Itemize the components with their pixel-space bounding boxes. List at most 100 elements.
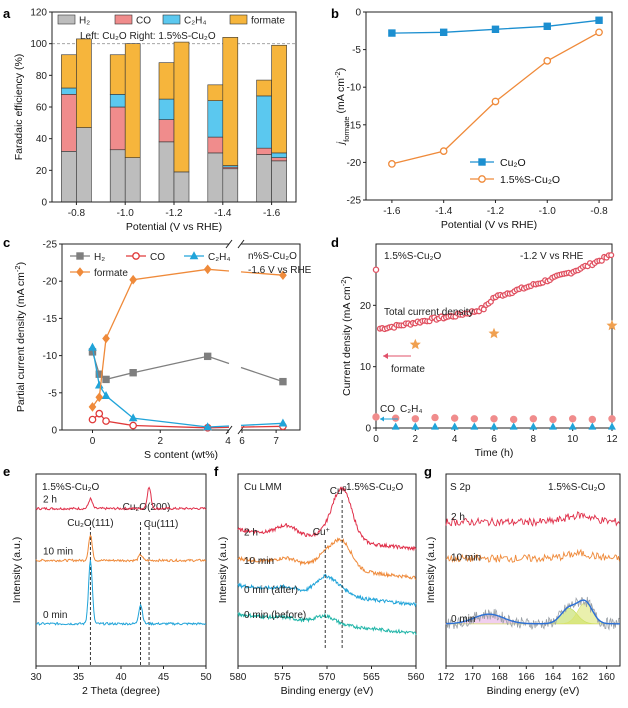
series-1-point-2 (491, 97, 500, 106)
y-tick--10: -10 (43, 351, 58, 362)
co-label: CO (380, 404, 395, 415)
x-tick-2: 2 (413, 434, 419, 445)
x-tick-166: 166 (518, 672, 535, 683)
legend-swatch-3 (229, 14, 248, 25)
bar-H2--1.6-s-cu2o (271, 160, 287, 203)
panel-c-frame (61, 243, 301, 431)
bar-formate--1.0-cu2o (109, 54, 126, 95)
c2h4-arrow-head (380, 416, 384, 422)
legend-marker-1 (478, 175, 486, 183)
peak-label-2: Cu(111) (144, 519, 179, 530)
x-tick--1.4: -1.4 (435, 206, 453, 217)
axis-break-mark-1-a (225, 425, 233, 435)
panel-label-e: e (3, 464, 10, 479)
formate-point-1 (488, 327, 500, 339)
x-tick-4: 4 (225, 436, 231, 447)
peak-label-0-sup: + (326, 527, 330, 534)
x-tick-45: 45 (158, 672, 170, 683)
series-3-point-4 (203, 264, 212, 275)
formate-point-2 (606, 319, 618, 331)
x-tick-560: 560 (408, 672, 425, 683)
c2h4-point-4 (470, 422, 479, 430)
condition-line-1: n%S-Cu₂O (248, 251, 297, 262)
legend-label-3: formate (251, 16, 285, 27)
co-point-5 (470, 415, 479, 423)
x-tick--1.0: -1.0 (117, 208, 135, 219)
bar-formate--1.6-cu2o (256, 79, 272, 97)
bar-H2--0.8-cu2o (61, 151, 77, 203)
series-2-point-5 (278, 418, 288, 427)
trace-label-0: 2 h (451, 512, 465, 523)
total-label: Total current density (384, 307, 474, 318)
y-tick--20: -20 (43, 277, 58, 288)
series-2-point-3 (128, 413, 138, 422)
y-tick--20: -20 (347, 158, 362, 169)
trace-1 (237, 537, 417, 580)
x-tick-40: 40 (115, 672, 127, 683)
x-tick-10: 10 (567, 434, 579, 445)
bar-formate--1.4-s-cu2o (222, 37, 239, 166)
y-tick-0: 0 (355, 8, 361, 19)
legend-label-1: CO (136, 16, 151, 27)
series-1-point-1 (439, 147, 448, 155)
formate-point-0 (409, 338, 421, 350)
panel-b-frame (365, 11, 613, 201)
trace-1 (445, 548, 620, 564)
legend-marker-0 (76, 252, 84, 260)
sample-label: 1.5%S-Cu₂O (548, 482, 605, 493)
y-tick--5: -5 (352, 45, 361, 56)
y-tick--25: -25 (43, 240, 58, 251)
legend-label-0: H₂ (79, 16, 90, 27)
trace-label-2: 0 min (451, 614, 475, 625)
y-tick-120: 120 (30, 8, 47, 19)
panel-label-f: f (214, 464, 219, 479)
peak-label-1: Cu0 (330, 486, 347, 498)
legend-label-1: 1.5%S-Cu₂O (500, 174, 560, 186)
series-2-point-1 (94, 380, 104, 389)
series-1-point-2 (102, 417, 110, 425)
bar-CO--0.8-cu2o (61, 94, 77, 152)
sample-order-annotation: Left: Cu₂O Right: 1.5%S-Cu₂O (80, 31, 216, 42)
y-tick-20: 20 (36, 166, 48, 177)
x-tick-0: 0 (90, 436, 96, 447)
total-arrow-head (383, 353, 388, 359)
y-axis-label-part-0: Intensity (a.u.) (11, 537, 23, 604)
x-tick-12: 12 (606, 434, 618, 445)
series-0-point-2 (491, 25, 500, 33)
panel-f-plot: 580 575 570 565 560 2 h 10 min 0 min (after) 0 m… (217, 473, 425, 697)
bar-H2--1.4-cu2o (207, 152, 224, 203)
y-axis-label-part-4: ) (335, 68, 347, 72)
trace-label-1: 10 min (244, 556, 274, 567)
series-3-point-1 (95, 392, 104, 403)
series-0-point-3 (543, 22, 551, 30)
bar-formate--1.0-s-cu2o (124, 43, 141, 158)
trace-label-1: 10 min (451, 552, 481, 563)
bar-formate--0.8-s-cu2o (76, 38, 92, 128)
series-0-point-4 (203, 352, 212, 361)
y-axis-label-part-3: -2 (333, 71, 342, 78)
panel-label-g: g (424, 464, 432, 479)
bar-formate--0.8-cu2o (61, 54, 77, 89)
peak-label-1-sup: 0 (343, 486, 347, 493)
legend-label-0: Cu₂O (500, 157, 526, 169)
bar-CO--1.6-cu2o (256, 147, 272, 155)
y-axis-label-part-0: Partial current density (mA cm (15, 272, 27, 412)
y-axis-label: jformate (mA cm-2) (333, 68, 351, 146)
sample-label: 1.5%S-Cu₂O (384, 251, 441, 262)
series-2-point-0 (88, 342, 97, 351)
x-axis-label: Binding energy (eV) (281, 685, 374, 697)
series-line-2-left (91, 347, 230, 428)
x-tick--1.2: -1.2 (165, 208, 183, 219)
series-0-point-4 (595, 16, 603, 24)
x-tick-4: 4 (452, 434, 458, 445)
bar-formate--1.6-s-cu2o (271, 44, 287, 154)
bar-H2--1.0-cu2o (109, 149, 126, 203)
c2h4-point-0 (391, 422, 400, 430)
x-tick-8: 8 (531, 434, 537, 445)
trace-0 (445, 511, 620, 527)
co-point-1 (391, 414, 400, 422)
trace-0 (35, 486, 207, 511)
c2h4-label: C₂H₄ (400, 404, 422, 415)
x-tick-162: 162 (572, 672, 589, 683)
legend-label-2: C₂H₄ (184, 16, 206, 27)
